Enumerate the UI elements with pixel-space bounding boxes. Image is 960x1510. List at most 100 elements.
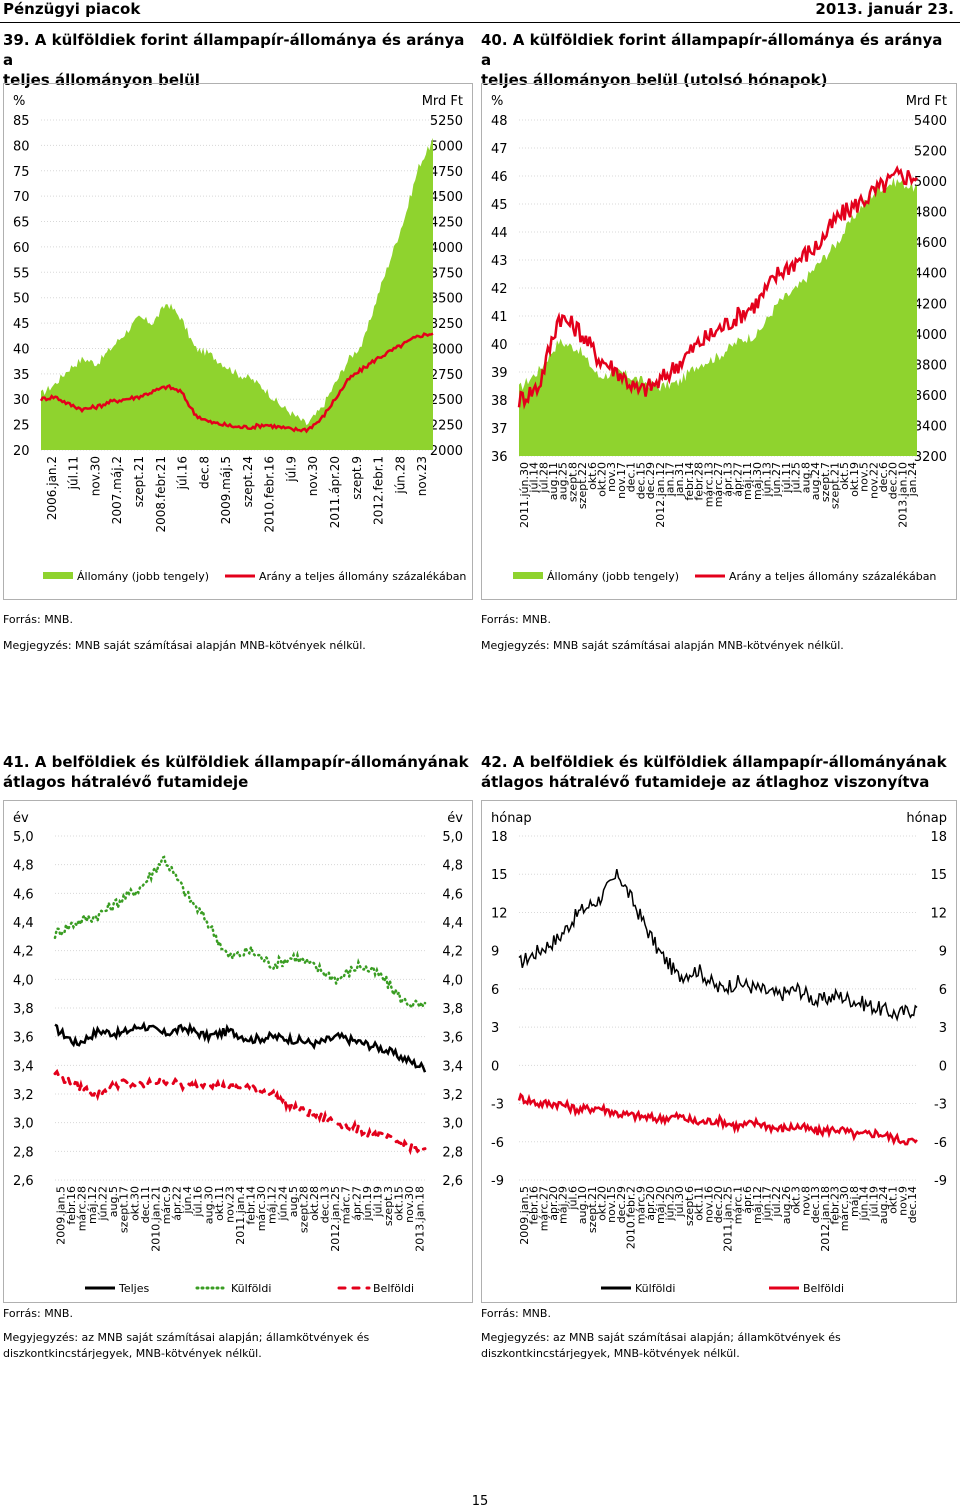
c41-ylabel-right: év — [447, 811, 463, 826]
c42-xtick: márc.1 — [731, 1186, 744, 1224]
c39-ytick-left: 25 — [13, 419, 30, 434]
c41-ytick-left: 3,2 — [13, 1088, 34, 1103]
c40-ytick-right: 4800 — [914, 206, 947, 221]
c40-xtick: nov.5 — [858, 462, 871, 492]
c41-ytick-right: 4,0 — [442, 973, 463, 988]
c40-ytick-right: 3600 — [914, 389, 947, 404]
c39-ytick-right: 4250 — [430, 216, 463, 231]
c39-ytick-right: 2500 — [430, 393, 463, 408]
c42-xtick: aug.26 — [780, 1186, 793, 1224]
section-title: Pénzügyi piacok — [3, 0, 141, 18]
c42-ytick-right: -3 — [934, 1098, 947, 1113]
c41-series-3-line — [53, 1068, 427, 1156]
chart-42-title: 42. A belföldiek és külföldiek állampapí… — [481, 752, 957, 792]
c39-ytick-left: 50 — [13, 292, 30, 307]
c41-ytick-left: 3,6 — [13, 1031, 34, 1046]
c39-frame — [3, 83, 473, 600]
c40-xtick: szept.22 — [576, 462, 589, 509]
c42-ytick-left: 6 — [491, 983, 499, 998]
c42-xtick: máj.8 — [848, 1186, 861, 1217]
c41-xtick: máj.12 — [86, 1186, 99, 1224]
c40-xtick: márc.27 — [712, 462, 725, 507]
c42-xtick: 2009.jan.5 — [518, 1186, 531, 1245]
c42-xtick: nov.8 — [799, 1186, 812, 1216]
c42-xtick: márc.27 — [537, 1186, 550, 1231]
c42-ytick-right: -6 — [934, 1136, 947, 1151]
c42-xtick: aug.24 — [877, 1186, 890, 1224]
c41-ytick-left: 4,8 — [13, 859, 34, 874]
c40-ytick-left: 44 — [491, 226, 508, 241]
chart-40-title-line2: teljes állományon belül (utolsó hónapok) — [481, 71, 828, 89]
c40-xtick: dec.29 — [644, 462, 657, 499]
c42-ytick-left: -6 — [491, 1136, 504, 1151]
c42-ytick-left: 15 — [491, 868, 508, 883]
c41-series-2-line — [53, 855, 427, 1011]
c42-ytick-right: 18 — [930, 830, 947, 845]
c41-xtick: szept.28 — [297, 1186, 310, 1233]
c39-ytick-left: 55 — [13, 266, 30, 281]
c40-xtick: júl.28 — [537, 462, 550, 494]
c39-legend-label-1: Állomány (jobb tengely) — [77, 570, 209, 583]
c42-ytick-left: -3 — [491, 1098, 504, 1113]
c42-legend-label-2: Belföldi — [803, 1282, 844, 1295]
c42-xtick: szept.6 — [683, 1186, 696, 1226]
c42-xtick: júl.30 — [673, 1186, 686, 1218]
c39-ytick-right: 2250 — [430, 419, 463, 434]
c40-xtick: nov.17 — [615, 462, 628, 499]
page-header: Pénzügyi piacok 2013. január 23. — [0, 0, 960, 23]
c40-xtick: márc.13 — [702, 462, 715, 507]
c41-xtick: aug.5 — [287, 1186, 300, 1217]
c40-xtick: jún.13 — [761, 462, 774, 498]
c39-ytick-right: 3250 — [430, 317, 463, 332]
c42-ytick-right: 6 — [939, 983, 947, 998]
c42-xtick: dec.20 — [712, 1186, 725, 1223]
c41-ytick-right: 3,4 — [442, 1059, 463, 1074]
c42-xtick: 2010.febr.2 — [625, 1186, 638, 1249]
c40-ytick-left: 42 — [491, 282, 508, 297]
c39-xtick: szept.21 — [132, 456, 146, 507]
c40-ytick-left: 39 — [491, 366, 508, 381]
c40-xtick: dec.6 — [877, 462, 890, 492]
c40-xtick: jan.24 — [906, 462, 919, 497]
c41-xtick: jún.22 — [97, 1186, 110, 1222]
c41-xtick: szept.3 — [382, 1186, 395, 1226]
c39-xtick: júl.9 — [284, 456, 298, 483]
chart-42-note-line1: Megjegyzés: az MNB saját számításai alap… — [481, 1331, 841, 1344]
c40-ytick-right: 4200 — [914, 297, 947, 312]
c42-ytick-left: 3 — [491, 1021, 499, 1036]
c42-xtick: júl.6 — [566, 1186, 579, 1211]
c40-legend-label-1: Állomány (jobb tengely) — [547, 570, 679, 583]
c39-xtick: nov.30 — [306, 456, 320, 496]
c42-xtick: febr.16 — [528, 1186, 541, 1225]
c40-ylabel-right: Mrd Ft — [906, 94, 947, 109]
c41-xtick: febr.16 — [65, 1186, 78, 1225]
c41-xtick: aug.5 — [107, 1186, 120, 1217]
c42-ytick-right: 3 — [939, 1021, 947, 1036]
c39-ytick-right: 2750 — [430, 368, 463, 383]
c40-ytick-right: 4600 — [914, 236, 947, 251]
c42-xtick: szept.21 — [586, 1186, 599, 1233]
c41-xtick: 2009.jan.5 — [54, 1186, 67, 1245]
c42-ytick-left: 0 — [491, 1059, 499, 1074]
c42-xtick: márc.9 — [634, 1186, 647, 1224]
c39-ytick-left: 70 — [13, 190, 30, 205]
c40-frame — [481, 83, 957, 600]
c40-xtick: szept.21 — [829, 462, 842, 509]
c42-xtick: ápr.20 — [644, 1186, 657, 1221]
chart-40: % Mrd Ft 48 47 46 45 44 43 42 41 40 39 38 37 36 5400 520… — [481, 83, 957, 600]
chart-41-note-line1: Megyjegyzés: az MNB saját számításai ala… — [3, 1331, 370, 1344]
c40-ytick-left: 36 — [491, 450, 508, 465]
c41-xtick: 2010.jan.21 — [149, 1186, 162, 1252]
c40-ytick-right: 5400 — [914, 114, 947, 129]
c41-ytick-right: 3,0 — [442, 1117, 463, 1132]
c41-xtick: febr.14 — [245, 1186, 258, 1225]
c39-ytick-left: 40 — [13, 342, 30, 357]
c41-legend-label-3: Belföldi — [373, 1282, 414, 1295]
c40-xtick: aug.24 — [809, 462, 822, 500]
c40-ylabel-left: % — [491, 94, 503, 109]
c40-xtick: nov.3 — [605, 462, 618, 492]
c40-ytick-right: 5000 — [914, 175, 947, 190]
c42-xtick: 2012.jan.18 — [819, 1186, 832, 1252]
c42-ytick-right: 12 — [930, 906, 947, 921]
chart-41-title: 41. A belföldiek és külföldiek állampapí… — [3, 752, 473, 792]
